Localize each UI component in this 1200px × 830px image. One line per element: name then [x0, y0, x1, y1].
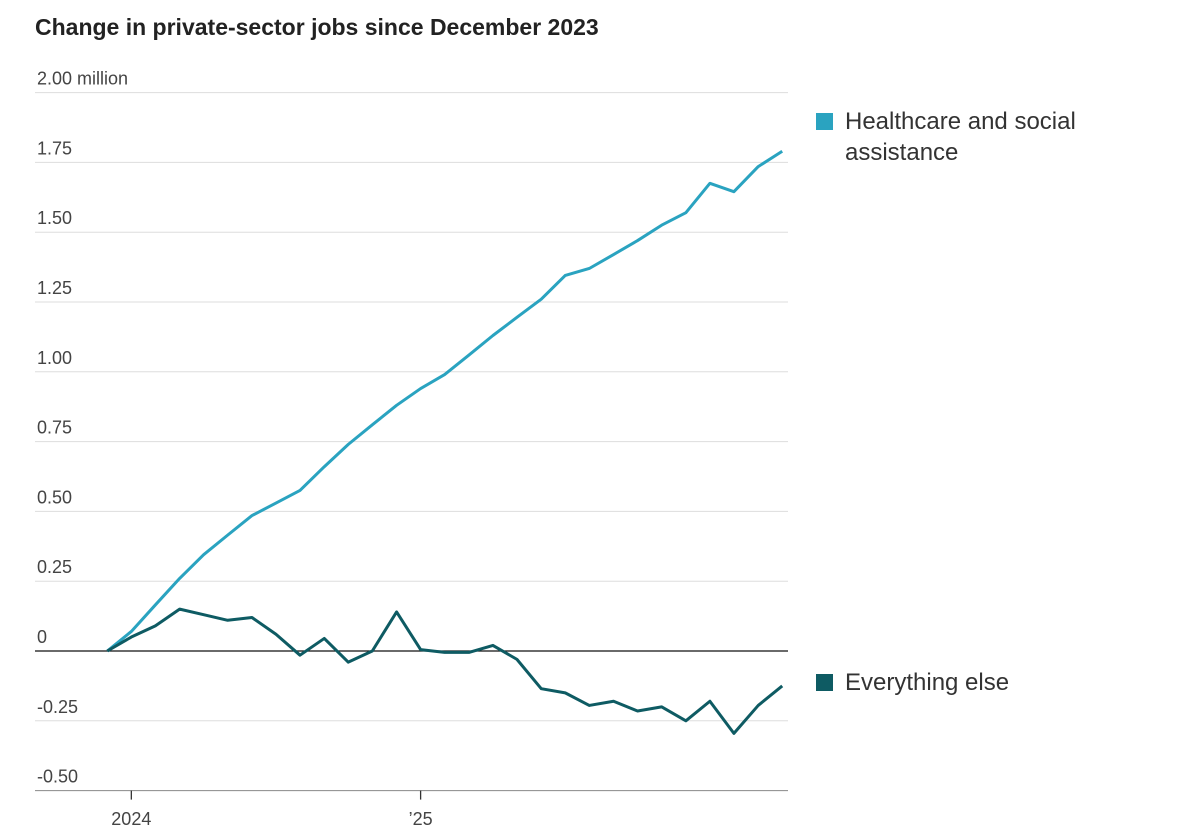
legend-item: Everything else	[816, 667, 1116, 698]
legend-swatch	[816, 113, 833, 130]
series-line	[106, 149, 784, 653]
y-tick-label: 1.00	[37, 348, 72, 368]
y-tick-label: 0.75	[37, 418, 72, 438]
series-line	[106, 607, 784, 735]
chart-title: Change in private-sector jobs since Dece…	[35, 14, 599, 40]
y-tick-label: 0.50	[37, 487, 72, 507]
y-tick-label: -0.25	[37, 697, 78, 717]
y-tick-label: 2.00 million	[37, 69, 128, 89]
y-tick-label: -0.50	[37, 767, 78, 787]
y-tick-label: 1.75	[37, 138, 72, 158]
x-tick-label: 2024	[111, 809, 151, 829]
y-tick-label: 1.50	[37, 208, 72, 228]
legend-swatch	[816, 674, 833, 691]
y-tick-label: 1.25	[37, 278, 72, 298]
y-tick-label: 0.25	[37, 557, 72, 577]
legend-item: Healthcare and social assistance	[816, 106, 1116, 168]
y-tick-label: 0	[37, 627, 47, 647]
legend-label: Everything else	[845, 669, 1010, 696]
x-tick-label: ’25	[409, 809, 433, 829]
legend-label: Healthcare and social assistance	[845, 108, 1076, 166]
